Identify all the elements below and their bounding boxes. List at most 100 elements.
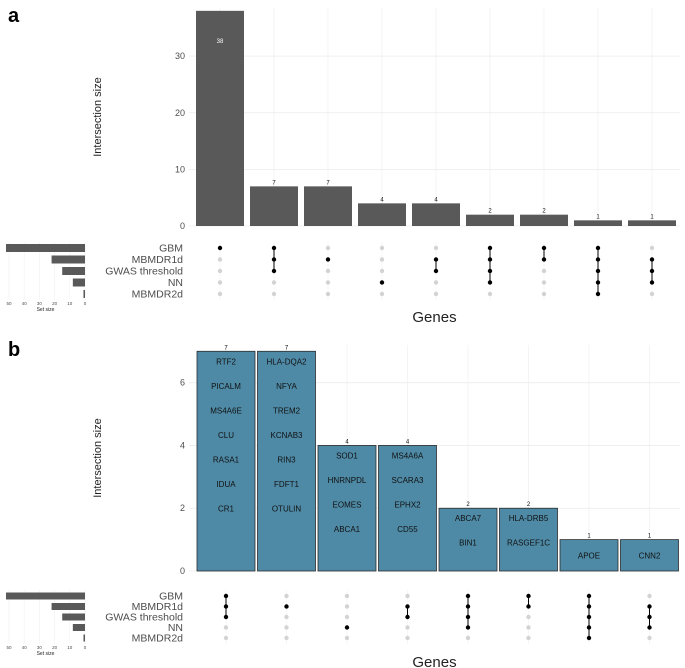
gene-label: CR1 — [218, 504, 235, 513]
set-label: GBM — [159, 591, 183, 603]
gene-label: ABCA1 — [334, 525, 361, 534]
bar-value-label: 2 — [488, 209, 492, 215]
set-label: NN — [168, 622, 183, 634]
gene-label: SOD1 — [336, 451, 358, 460]
intersection-bar — [196, 350, 256, 572]
set-size-tick-label: 40 — [22, 645, 28, 650]
gene-label: RTF2 — [216, 357, 236, 366]
matrix-dot-filled — [465, 604, 471, 609]
matrix-dot-empty — [217, 291, 223, 297]
set-size-tick-label: 10 — [67, 301, 73, 306]
matrix-dot-filled — [487, 280, 493, 285]
matrix-dot-filled — [433, 268, 439, 274]
set-label: MBMDR1d — [132, 254, 184, 266]
matrix-dot-empty — [433, 291, 439, 297]
set-size-tick-label: 0 — [84, 301, 87, 306]
matrix-dot-empty — [379, 291, 385, 297]
bar-value-label: 4 — [345, 439, 349, 445]
set-size-tick-label: 30 — [37, 645, 43, 650]
matrix-dot-empty — [223, 625, 229, 630]
x-axis-label: Genes — [412, 654, 456, 668]
set-size-tick-label: 20 — [52, 301, 58, 306]
set-label: MBMDR1d — [132, 601, 184, 613]
matrix-dot-filled — [271, 257, 277, 262]
intersection-bar — [499, 507, 558, 572]
matrix-dot-filled — [284, 604, 289, 609]
intersection-bar — [196, 10, 244, 226]
set-size-tick-label: 40 — [22, 301, 28, 306]
matrix-dot-empty — [465, 635, 471, 641]
matrix-dot-empty — [649, 245, 655, 251]
bar-value-label: 7 — [326, 180, 330, 186]
intersection-bar — [574, 220, 622, 226]
set-size-axis-label: Set size — [37, 307, 55, 313]
matrix-dot-empty — [344, 593, 350, 599]
bar-value-label: 38 — [217, 39, 224, 45]
intersection-bar — [520, 214, 568, 226]
matrix-dot-filled — [271, 268, 277, 274]
set-label: GBM — [159, 243, 183, 255]
matrix-dot-filled — [526, 604, 531, 609]
gene-label: SCARA3 — [391, 476, 424, 485]
matrix-dot-empty — [379, 245, 385, 251]
matrix-dot-empty — [526, 625, 531, 630]
matrix-dot-filled — [647, 625, 652, 630]
matrix-dot-empty — [271, 280, 277, 285]
matrix-dot-empty — [344, 604, 350, 609]
matrix-dot-filled — [465, 614, 471, 620]
y-tick-label: 30 — [175, 51, 185, 61]
matrix-dot-empty — [541, 280, 547, 285]
intersection-bar — [438, 507, 498, 572]
gene-label: PICALM — [211, 382, 241, 391]
panel-label: a — [8, 5, 20, 27]
matrix-dot-empty — [541, 291, 547, 297]
matrix-dot-empty — [284, 593, 289, 599]
matrix-dot-filled — [649, 257, 655, 262]
bar-value-label: 7 — [224, 345, 228, 351]
set-size-bar — [72, 624, 85, 631]
matrix-dot-empty — [487, 291, 493, 297]
gene-label: EPHX2 — [394, 500, 421, 509]
gene-label: NFYA — [276, 382, 297, 391]
matrix-dot-filled — [595, 245, 601, 251]
bar-value-label: 4 — [434, 197, 438, 203]
x-axis-label: Genes — [412, 309, 456, 326]
gene-label: BIN1 — [459, 539, 477, 548]
bar-value-label: 1 — [650, 214, 654, 220]
matrix-dot-empty — [325, 280, 331, 285]
bar-value-label: 1 — [596, 214, 600, 220]
set-label: NN — [168, 277, 183, 289]
gene-label: HNRNPDL — [328, 476, 367, 485]
gene-label: RASGEF1C — [507, 539, 550, 548]
matrix-dot-filled — [487, 268, 493, 274]
intersection-bar — [466, 214, 514, 226]
matrix-dot-empty — [405, 635, 410, 641]
matrix-dot-empty — [284, 625, 289, 630]
set-size-bar — [51, 255, 85, 264]
matrix-dot-filled — [595, 257, 601, 262]
matrix-dot-filled — [586, 614, 592, 620]
intersection-bar — [378, 445, 437, 572]
gene-label: ABCA7 — [455, 514, 482, 523]
set-size-bar — [83, 634, 85, 642]
matrix-dot-empty — [541, 268, 547, 274]
matrix-dot-empty — [647, 593, 652, 599]
matrix-dot-filled — [487, 245, 493, 251]
gene-label: CD55 — [397, 525, 418, 534]
matrix-dot-empty — [526, 614, 531, 620]
y-tick-label: 20 — [175, 108, 185, 118]
matrix-dot-filled — [595, 280, 601, 285]
y-tick-label: 6 — [180, 378, 185, 388]
set-size-bar — [62, 613, 85, 621]
matrix-dot-empty — [344, 614, 350, 620]
gene-label: HLA-DQA2 — [266, 357, 307, 366]
matrix-dot-empty — [223, 635, 229, 641]
matrix-dot-filled — [647, 604, 652, 609]
gene-label: KCNAB3 — [270, 431, 303, 440]
bar-value-label: 7 — [285, 345, 289, 351]
gene-label: MS4A6E — [210, 406, 242, 415]
y-axis-label: Intersection size — [92, 77, 104, 156]
matrix-dot-empty — [325, 268, 331, 274]
gene-label: CNN2 — [639, 551, 661, 560]
